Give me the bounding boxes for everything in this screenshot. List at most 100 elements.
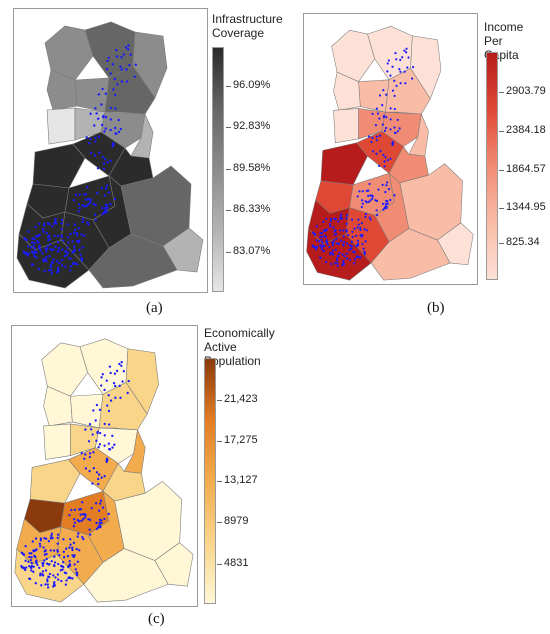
service-point-a-66	[47, 239, 50, 242]
service-point-b-110	[356, 226, 359, 229]
service-point-b-13	[351, 235, 354, 239]
service-point-c-221	[87, 440, 91, 443]
service-point-a-110	[72, 231, 76, 235]
service-point-a-33	[33, 250, 36, 253]
service-point-a-65	[54, 245, 57, 248]
service-point-c-158	[89, 533, 92, 536]
service-point-c-29	[39, 539, 43, 542]
service-point-b-237	[392, 141, 395, 145]
service-point-a-25	[55, 222, 58, 225]
service-point-b-99	[334, 229, 337, 232]
service-point-c-151	[88, 528, 91, 531]
service-point-c-232	[91, 482, 94, 485]
service-point-b-182	[356, 195, 359, 198]
service-point-a-212	[98, 151, 101, 154]
service-point-a-102	[76, 239, 79, 243]
service-point-b-86	[315, 239, 318, 242]
service-point-c-72	[45, 537, 48, 540]
service-point-b-232	[378, 164, 381, 168]
service-point-c-80	[30, 556, 33, 559]
service-point-c-242	[112, 381, 116, 385]
service-point-a-64	[56, 234, 60, 238]
service-point-a-151	[93, 213, 97, 217]
service-point-a-243	[126, 80, 129, 83]
service-point-b-30	[355, 234, 358, 238]
service-point-b-180	[384, 202, 387, 205]
service-point-a-211	[109, 118, 113, 121]
service-point-c-135	[56, 536, 59, 540]
service-point-a-159	[84, 198, 87, 201]
region-b-2	[410, 35, 442, 100]
service-point-a-178	[104, 203, 108, 207]
service-point-b-169	[386, 181, 389, 184]
service-point-b-63	[341, 253, 344, 256]
service-point-a-247	[120, 80, 124, 83]
service-point-a-214	[109, 106, 113, 110]
service-point-a-30	[71, 240, 74, 243]
service-point-b-118	[328, 245, 331, 249]
service-point-b-191	[364, 212, 368, 216]
service-point-c-207	[111, 446, 114, 449]
service-point-b-248	[395, 58, 398, 61]
service-point-b-80	[321, 235, 324, 239]
service-point-a-38	[80, 233, 83, 236]
service-point-b-150	[384, 190, 387, 194]
service-point-b-29	[329, 219, 333, 222]
service-point-c-231	[103, 444, 106, 447]
service-point-a-89	[34, 225, 37, 229]
service-point-a-97	[22, 250, 25, 253]
service-point-b-256	[391, 89, 395, 92]
colorbar-a	[212, 47, 224, 292]
service-point-a-199	[106, 161, 109, 164]
service-point-b-151	[375, 209, 378, 212]
service-point-b-250	[393, 79, 396, 82]
service-point-a-39	[53, 222, 56, 225]
service-point-c-108	[56, 549, 59, 552]
service-point-c-254	[120, 360, 123, 364]
service-point-a-192	[83, 205, 86, 208]
service-point-a-81	[75, 263, 79, 266]
service-point-a-80	[33, 241, 36, 244]
service-point-c-194	[78, 508, 81, 511]
service-point-c-57	[53, 561, 57, 564]
service-point-b-103	[357, 242, 360, 245]
service-point-b-44	[336, 264, 339, 268]
service-point-b-215	[371, 150, 375, 153]
service-point-c-236	[95, 471, 99, 474]
service-point-a-138	[78, 239, 81, 242]
service-point-c-131	[24, 544, 27, 548]
service-point-b-209	[383, 114, 386, 118]
service-point-c-263	[118, 384, 121, 388]
service-point-b-253	[395, 84, 398, 88]
service-point-c-169	[99, 499, 103, 502]
service-point-a-115	[79, 253, 82, 257]
service-point-b-145	[348, 244, 351, 247]
service-point-a-173	[89, 199, 93, 202]
service-point-c-136	[46, 580, 49, 583]
service-point-a-123	[45, 255, 48, 259]
service-point-c-239	[92, 409, 95, 412]
service-point-c-35	[49, 549, 52, 552]
service-point-c-261	[108, 365, 112, 368]
service-point-c-44	[46, 586, 50, 589]
service-point-c-76	[56, 573, 60, 576]
service-point-a-227	[104, 116, 108, 119]
region-b-6	[333, 108, 359, 144]
service-point-c-43	[39, 537, 43, 540]
service-point-c-213	[108, 423, 111, 426]
service-point-a-221	[93, 124, 96, 127]
service-point-c-67	[41, 564, 45, 567]
service-point-a-72	[48, 222, 51, 226]
service-point-a-140	[31, 237, 34, 240]
service-point-b-208	[370, 140, 373, 144]
region-c-14	[154, 542, 194, 587]
service-point-c-209	[96, 430, 99, 433]
service-point-b-106	[330, 262, 333, 266]
service-point-b-67	[331, 243, 334, 247]
service-point-b-259	[403, 49, 406, 52]
legend-title-c: Economically Active Population	[204, 326, 275, 368]
service-point-b-136	[335, 259, 339, 262]
service-point-b-45	[356, 239, 359, 242]
service-point-a-121	[57, 241, 60, 244]
service-point-a-154	[100, 187, 104, 190]
